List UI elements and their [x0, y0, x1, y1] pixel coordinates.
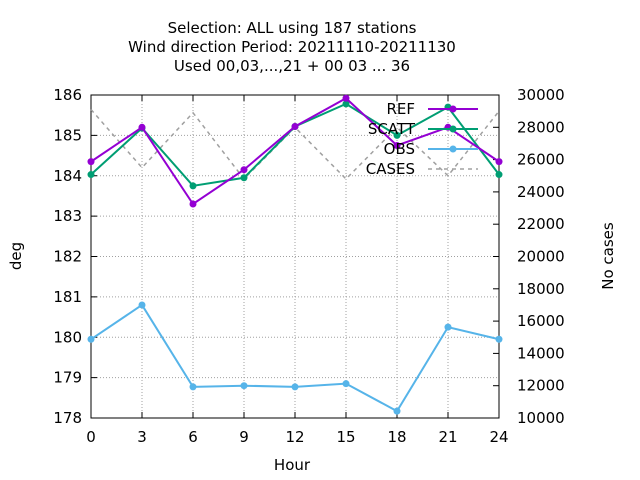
y2-axis: 10000 12000 14000 16000 18000 20000 22000 24000…: [493, 86, 565, 427]
series-obs: [87, 301, 503, 415]
data-point-obs: [291, 383, 299, 391]
chart-title: Selection: ALL using 187 stations Wind d…: [128, 19, 456, 75]
y2-tick-label: 18000: [517, 280, 565, 298]
data-point-scatt: [87, 171, 95, 179]
data-point-scatt: [495, 171, 503, 179]
y-tick-label: 178: [53, 409, 82, 427]
legend-marker-obs: [449, 145, 457, 153]
legend-label-obs: OBS: [384, 140, 415, 158]
title-line-1: Selection: ALL using 187 stations: [168, 19, 417, 37]
data-point-obs: [444, 323, 452, 331]
grid: [91, 95, 499, 418]
y2-tick-label: 26000: [517, 151, 565, 169]
y2-tick-label: 10000: [517, 409, 565, 427]
y-tick-label: 181: [53, 288, 82, 306]
data-point-obs: [87, 335, 95, 343]
y-tick-label: 180: [53, 328, 82, 346]
data-point-scatt: [189, 182, 197, 190]
y-tick-label: 183: [53, 207, 82, 225]
x-tick-label: 18: [387, 428, 406, 446]
data-point-ref: [189, 200, 197, 208]
y2-tick-label: 28000: [517, 118, 565, 136]
x-axis-label: Hour: [274, 456, 311, 474]
y-tick-label: 185: [53, 126, 82, 144]
y2-tick-label: 22000: [517, 215, 565, 233]
legend-marker-ref: [449, 105, 457, 113]
data-point-ref: [495, 158, 503, 166]
y2-tick-label: 20000: [517, 248, 565, 266]
title-line-2: Wind direction Period: 20211110-20211130: [128, 38, 456, 56]
x-tick-label: 15: [336, 428, 355, 446]
y-tick-label: 179: [53, 369, 82, 387]
legend-label-cases: CASES: [366, 160, 415, 178]
y-tick-label: 182: [53, 248, 82, 266]
legend-entry-scatt: SCATT: [368, 120, 478, 138]
y-axis-label: deg: [7, 242, 25, 270]
x-tick-label: 9: [239, 428, 249, 446]
data-point-obs: [189, 383, 197, 391]
data-point-scatt: [342, 100, 350, 108]
title-line-3: Used 00,03,...,21 + 00 03 ... 36: [174, 57, 410, 75]
x-tick-label: 24: [489, 428, 508, 446]
legend-label-scatt: SCATT: [368, 120, 416, 138]
data-point-obs: [393, 407, 401, 415]
series-ref: [87, 94, 503, 208]
y2-tick-label: 14000: [517, 344, 565, 362]
legend-entry-obs: OBS: [384, 140, 478, 158]
legend-entry-ref: REF: [386, 100, 478, 118]
y-axis: 178 179 180 181 182 183 184 185 186: [53, 86, 97, 427]
x-tick-label: 0: [86, 428, 96, 446]
y-tick-label: 186: [53, 86, 82, 104]
data-point-scatt: [240, 174, 248, 182]
data-point-ref: [87, 158, 95, 166]
y2-tick-label: 16000: [517, 312, 565, 330]
data-point-obs: [240, 382, 248, 390]
legend: REF SCATT OBS CASES: [366, 100, 478, 178]
series-layer: [87, 94, 503, 415]
y2-tick-label: 24000: [517, 183, 565, 201]
data-point-ref: [240, 166, 248, 174]
legend-entry-cases: CASES: [366, 160, 478, 178]
data-point-obs: [342, 380, 350, 388]
y2-tick-label: 30000: [517, 86, 565, 104]
y-tick-label: 184: [53, 167, 82, 185]
x-axis: 0 3 6 9 12 15 18 21 24: [86, 95, 509, 446]
legend-label-ref: REF: [386, 100, 415, 118]
y2-axis-label: No cases: [599, 222, 617, 290]
data-point-scatt: [393, 131, 401, 139]
x-tick-label: 3: [137, 428, 147, 446]
data-point-obs: [495, 335, 503, 343]
data-point-ref: [342, 94, 350, 102]
legend-marker-scatt: [449, 125, 457, 133]
data-point-ref: [138, 123, 146, 131]
data-point-ref: [291, 122, 299, 130]
x-tick-label: 6: [188, 428, 198, 446]
data-point-ref: [393, 141, 401, 149]
x-tick-label: 21: [438, 428, 457, 446]
y2-tick-label: 12000: [517, 377, 565, 395]
x-tick-label: 12: [285, 428, 304, 446]
data-point-obs: [138, 301, 146, 309]
